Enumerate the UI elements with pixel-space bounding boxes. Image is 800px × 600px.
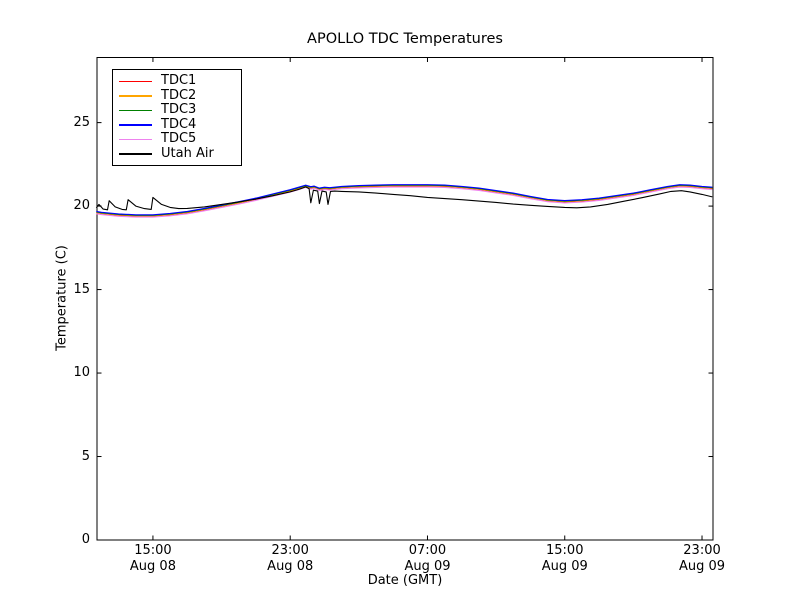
x-tick-date: Aug 08 bbox=[267, 558, 314, 574]
x-tick-label: 23:00 Aug 08 bbox=[245, 543, 335, 574]
legend-line-swatch bbox=[119, 124, 152, 126]
legend-line-swatch bbox=[119, 138, 152, 141]
y-tick-label: 20 bbox=[73, 198, 90, 214]
x-tick-time: 07:00 bbox=[408, 543, 447, 558]
legend-line-swatch bbox=[119, 95, 152, 97]
x-tick-label: 15:00 Aug 08 bbox=[108, 543, 198, 574]
legend-label: TDC5 bbox=[161, 131, 197, 147]
legend-item: Utah Air bbox=[119, 145, 235, 162]
x-tick-date: Aug 09 bbox=[678, 558, 726, 574]
x-tick-label: 23:00 Aug 09 bbox=[657, 543, 747, 574]
legend-item: TDC1 bbox=[119, 73, 235, 89]
series-line-utah-air bbox=[95, 186, 713, 211]
x-tick-time: 15:00 bbox=[134, 543, 172, 558]
y-axis-label: Temperature (C) bbox=[54, 245, 70, 351]
legend-item: TDC2 bbox=[119, 87, 235, 104]
x-tick-date: Aug 09 bbox=[404, 558, 451, 574]
y-tick-label: 25 bbox=[73, 114, 90, 130]
x-tick-date: Aug 08 bbox=[129, 558, 176, 574]
legend: TDC1 TDC2 TDC3 TDC4 TDC5 Utah Air bbox=[112, 69, 242, 166]
legend-item: TDC5 bbox=[119, 132, 235, 147]
x-tick-time: 23:00 bbox=[683, 543, 721, 558]
y-tick-label: 0 bbox=[81, 532, 90, 547]
legend-label: TDC2 bbox=[161, 87, 197, 103]
legend-item: TDC3 bbox=[119, 103, 235, 118]
x-tick-label: 15:00 Aug 09 bbox=[520, 543, 610, 574]
legend-label: TDC1 bbox=[161, 73, 197, 88]
x-tick-time: 15:00 bbox=[546, 543, 584, 558]
x-tick-time: 23:00 bbox=[271, 543, 309, 558]
axes-frame bbox=[96, 57, 714, 541]
legend-item: TDC4 bbox=[119, 116, 235, 133]
legend-line-swatch bbox=[119, 153, 152, 156]
x-axis-label: Date (GMT) bbox=[367, 573, 443, 588]
x-tick-date: Aug 09 bbox=[541, 558, 588, 574]
chart-title: APOLLO TDC Temperatures bbox=[307, 31, 503, 47]
series-line-tdc4 bbox=[96, 184, 713, 216]
legend-label: TDC4 bbox=[161, 116, 197, 132]
series-line-tdc5 bbox=[96, 186, 713, 218]
legend-label: TDC3 bbox=[161, 102, 197, 118]
y-tick-label: 10 bbox=[73, 365, 90, 381]
legend-line-swatch bbox=[119, 109, 152, 112]
y-tick-label: 15 bbox=[73, 281, 90, 297]
legend-label: Utah Air bbox=[161, 145, 214, 161]
y-tick-label: 5 bbox=[81, 448, 90, 464]
x-tick-label: 07:00 Aug 09 bbox=[382, 543, 472, 574]
legend-line-swatch bbox=[119, 80, 152, 83]
